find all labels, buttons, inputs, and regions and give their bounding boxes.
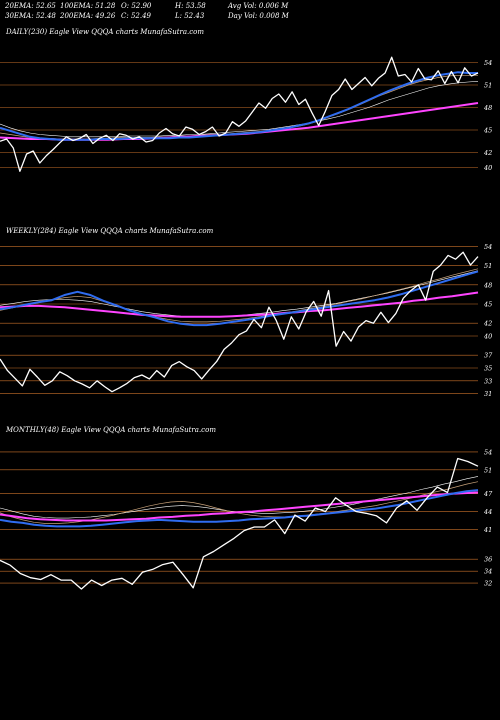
weekly-tick-label: 35 — [484, 365, 492, 373]
hdr-avg-vol: Avg Vol: 0.006 M — [228, 2, 289, 10]
monthly-ema-thin-1-series — [0, 481, 479, 524]
daily-tick-label: 45 — [483, 127, 492, 135]
weekly-tick-label: 31 — [484, 390, 492, 398]
weekly-panel-title: WEEKLY(284) Eagle View QQQA charts Munaf… — [6, 227, 214, 235]
daily-tick-label: 51 — [484, 82, 492, 90]
weekly-tick-label: 51 — [484, 262, 492, 270]
monthly-tick-label: 41 — [483, 526, 492, 534]
weekly-tick-label: 42 — [483, 320, 492, 328]
hdr-close: C: 52.49 — [121, 12, 151, 20]
weekly-ema-thin-1-series — [0, 268, 479, 323]
daily-tick-label: 48 — [483, 104, 492, 112]
daily-panel-title: DAILY(230) Eagle View QQQA charts Munafa… — [6, 28, 205, 36]
hdr-30ema: 30EMA: 52.48 — [5, 12, 56, 20]
monthly-tick-label: 32 — [484, 580, 492, 588]
daily-tick-label: 54 — [484, 59, 492, 67]
hdr-200ema: 200EMA: 49.26 — [60, 12, 116, 20]
weekly-tick-label: 48 — [483, 281, 492, 289]
hdr-100ema: 100EMA: 51.28 — [60, 2, 116, 10]
monthly-tick-label: 51 — [484, 466, 492, 474]
daily-ema-thin-2-series — [0, 81, 479, 138]
monthly-tick-label: 36 — [484, 556, 492, 564]
monthly-ema-blue-series — [0, 489, 479, 528]
daily-ema-blue-series — [0, 71, 478, 141]
daily-tick-label: 42 — [483, 149, 492, 157]
monthly-tick-label: 34 — [484, 568, 492, 576]
hdr-20ema: 20EMA: 52.65 — [5, 2, 56, 10]
weekly-tick-label: 40 — [483, 333, 492, 341]
monthly-panel-title: MONTHLY(48) Eagle View QQQA charts Munaf… — [6, 426, 216, 434]
hdr-high: H: 53.58 — [175, 2, 206, 10]
weekly-price-series — [0, 251, 479, 393]
monthly-tick-label: 54 — [484, 448, 492, 456]
hdr-day-vol: Day Vol: 0.008 M — [228, 12, 289, 20]
weekly-ema-blue-series — [0, 270, 479, 327]
monthly-price-series — [0, 457, 479, 590]
weekly-tick-label: 45 — [483, 301, 492, 309]
monthly-tick-label: 47 — [483, 490, 493, 498]
weekly-tick-label: 33 — [484, 377, 492, 385]
monthly-ema-magenta-series — [0, 491, 479, 522]
weekly-tick-label: 54 — [484, 243, 492, 251]
hdr-low: L: 52.43 — [175, 12, 205, 20]
daily-tick-label: 40 — [483, 164, 492, 172]
daily-price-series — [0, 56, 479, 172]
weekly-ema-magenta-series — [0, 291, 479, 318]
monthly-tick-label: 44 — [483, 508, 492, 516]
hdr-open: O: 52.90 — [121, 2, 152, 10]
weekly-tick-label: 37 — [484, 352, 493, 360]
